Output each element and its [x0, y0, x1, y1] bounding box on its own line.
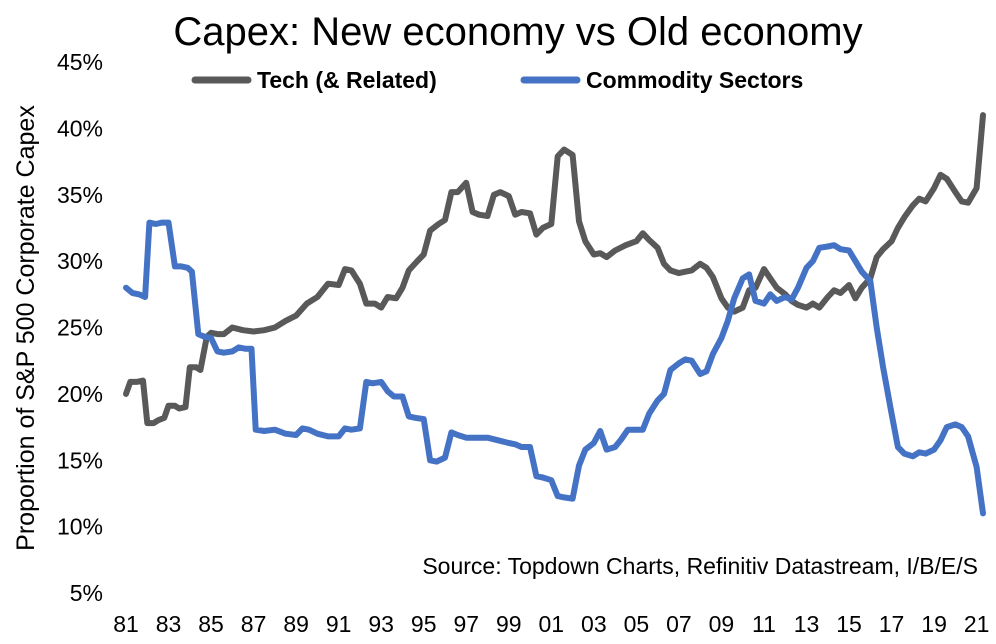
series-line-commodity [123, 219, 986, 517]
x-tick-label: 93 [368, 611, 394, 637]
y-tick-label: 25% [57, 315, 103, 341]
x-tick-label: 01 [539, 611, 565, 637]
y-tick-label: 5% [70, 580, 103, 606]
source-note: Source: Topdown Charts, Refinitiv Datast… [422, 553, 978, 579]
y-axis-label: Proportion of S&P 500 Corporate Capex [12, 105, 40, 551]
series-lines [123, 112, 986, 517]
x-tick-label: 83 [156, 611, 182, 637]
x-tick-label: 09 [709, 611, 735, 637]
x-tick-label: 07 [666, 611, 692, 637]
x-tick-label: 19 [921, 611, 947, 637]
x-tick-label: 15 [836, 611, 862, 637]
x-tick-label: 81 [113, 611, 139, 637]
chart-title: Capex: New economy vs Old economy [173, 10, 862, 54]
series-line-tech [123, 112, 986, 427]
x-tick-label: 03 [581, 611, 607, 637]
y-tick-label: 15% [57, 447, 103, 473]
y-tick-label: 35% [57, 182, 103, 208]
x-tick-label: 05 [624, 611, 650, 637]
x-tick-label: 89 [283, 611, 309, 637]
x-tick-label: 91 [326, 611, 352, 637]
x-axis-ticks: 81 83 85 87 89 91 93 95 97 99 01 03 05 07 09 11 13 15 17 19… [113, 611, 989, 637]
x-tick-label: 97 [453, 611, 479, 637]
legend: Tech (& Related) Commodity Sectors [191, 67, 803, 93]
y-tick-label: 45% [57, 49, 103, 75]
x-tick-label: 11 [752, 611, 776, 637]
x-tick-label: 99 [496, 611, 522, 637]
x-tick-label: 85 [198, 611, 224, 637]
x-tick-label: 87 [241, 611, 267, 637]
y-tick-label: 20% [57, 381, 103, 407]
y-tick-label: 10% [57, 514, 103, 540]
x-tick-label: 17 [879, 611, 905, 637]
y-axis-ticks: 5% 10% 15% 20% 25% 30% 35% 40% 45% [57, 49, 103, 606]
x-tick-label: 13 [794, 611, 820, 637]
x-tick-label: 21 [964, 611, 990, 637]
x-tick-label: 95 [411, 611, 437, 637]
y-tick-label: 30% [57, 248, 103, 274]
legend-label-tech: Tech (& Related) [257, 67, 437, 93]
legend-label-commodity: Commodity Sectors [586, 67, 803, 93]
y-tick-label: 40% [57, 115, 103, 141]
